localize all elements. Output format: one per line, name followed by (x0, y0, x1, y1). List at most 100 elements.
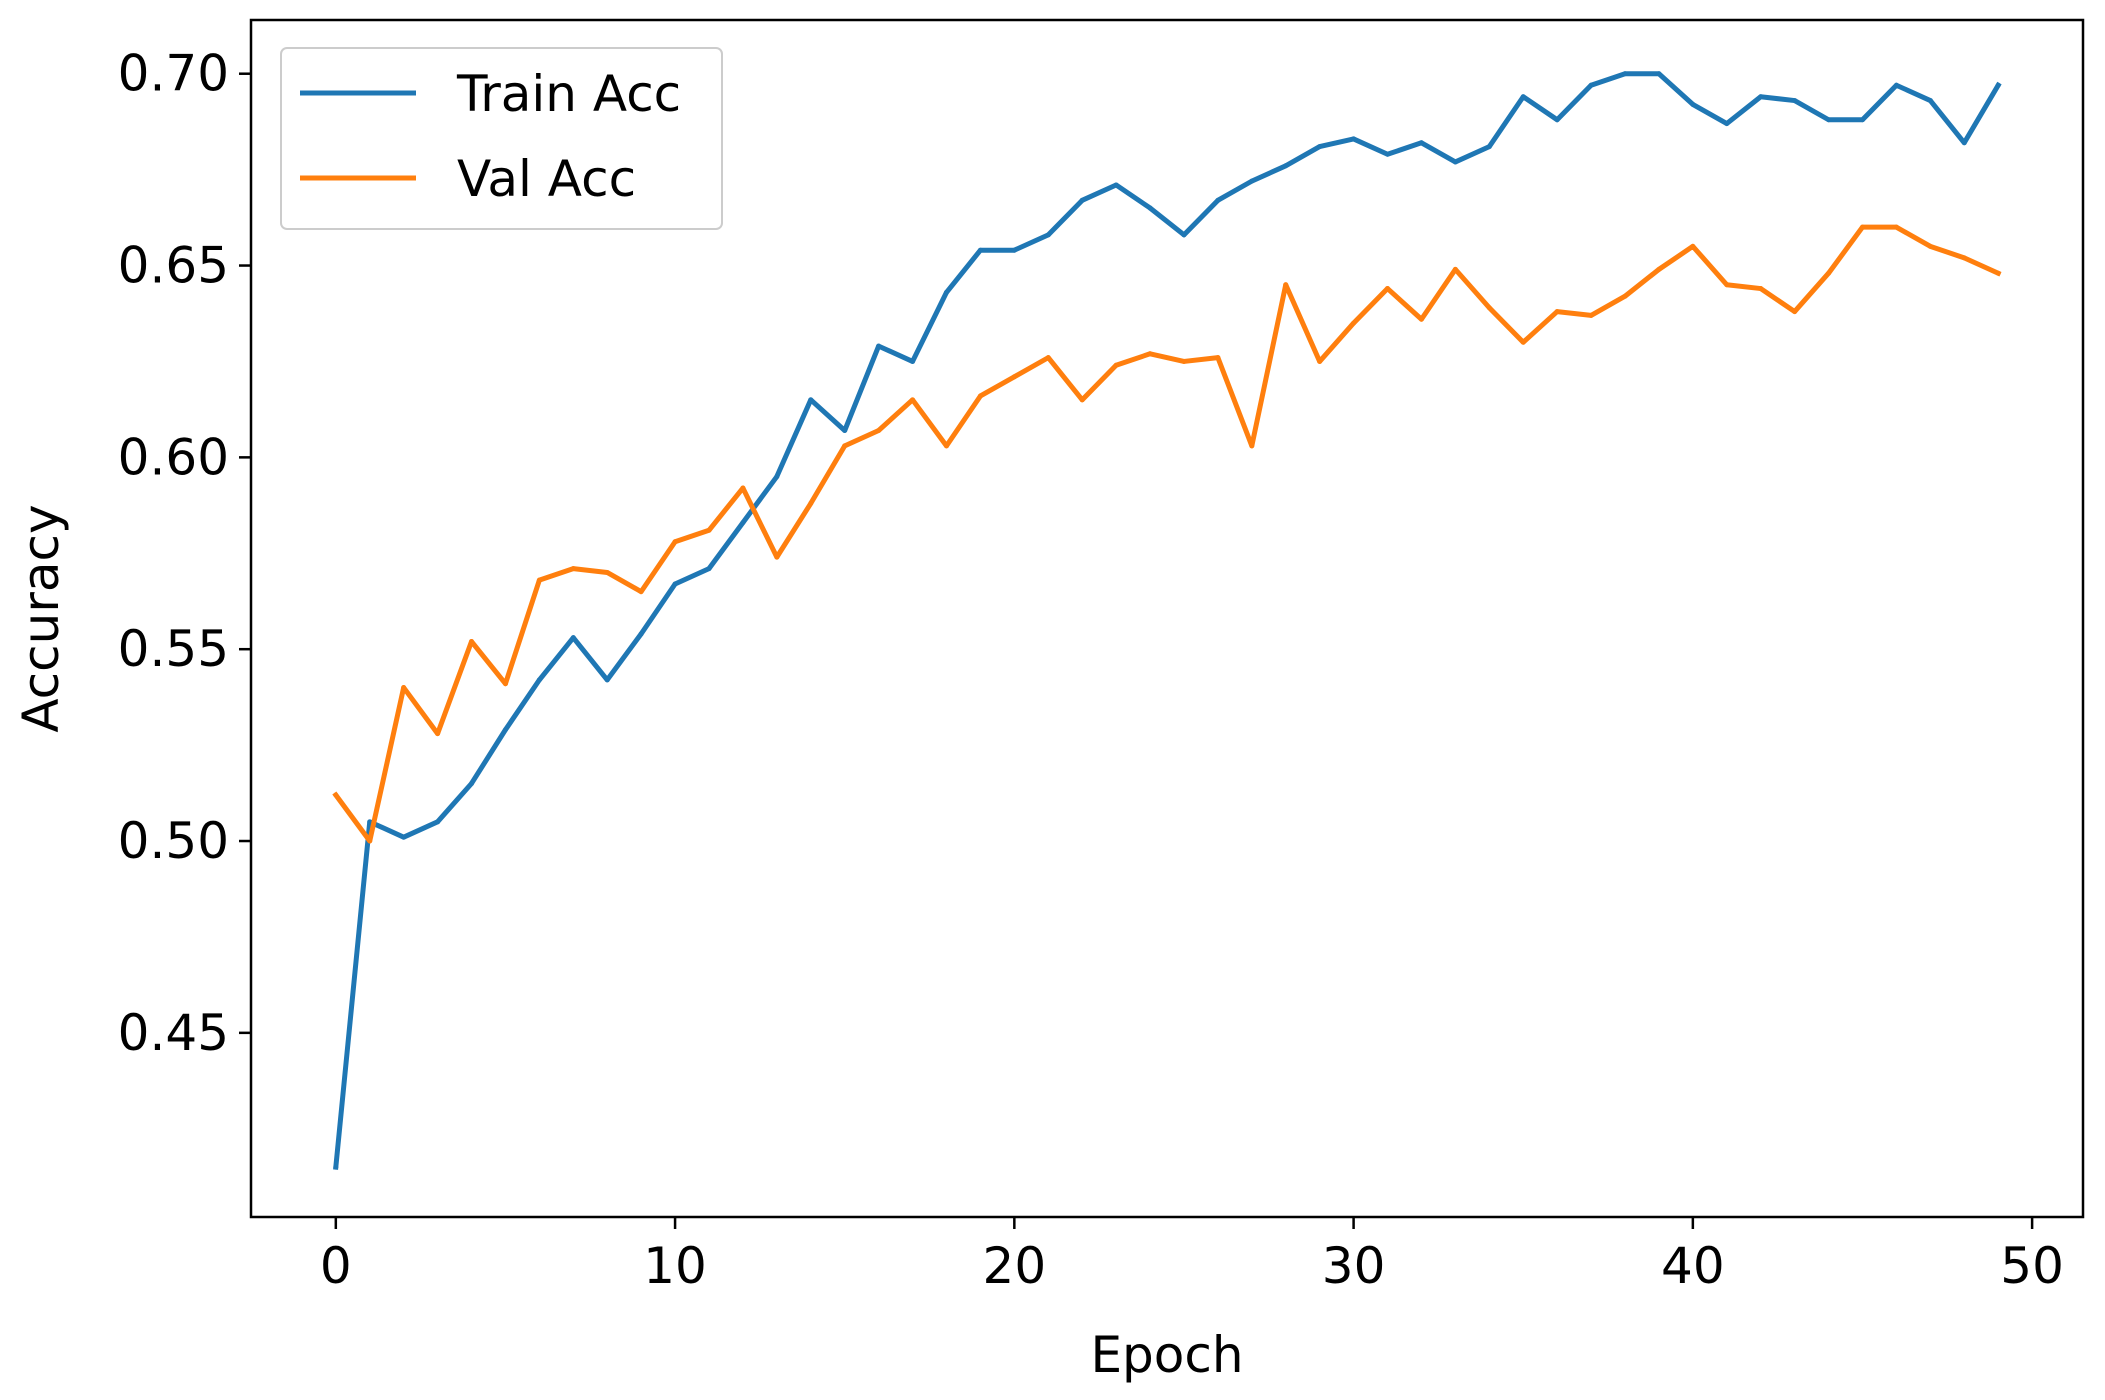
data-point-val-acc (1520, 339, 1526, 345)
data-point-val-acc (638, 589, 644, 595)
x-tick-label: 40 (1661, 1237, 1725, 1295)
data-point-val-acc (1181, 358, 1187, 364)
x-tick-label: 20 (983, 1237, 1047, 1295)
data-point-train-acc (943, 289, 949, 295)
data-point-train-acc (1724, 121, 1730, 127)
y-axis: 0.45 0.50 0.55 0.60 0.65 0.70 (118, 45, 251, 1062)
data-point-val-acc (1554, 309, 1560, 315)
y-tick-label: 0.60 (118, 428, 229, 486)
data-point-train-acc (1147, 205, 1153, 211)
series-line-val-acc (332, 224, 2002, 844)
data-point-train-acc (1554, 117, 1560, 123)
data-point-train-acc (1452, 159, 1458, 165)
data-point-val-acc (1995, 270, 2001, 276)
y-tick-label: 0.70 (118, 45, 229, 103)
data-point-val-acc (1079, 397, 1085, 403)
x-axis: 0 10 20 30 40 50 (320, 1217, 2064, 1295)
series-layer (332, 71, 2002, 1170)
data-point-val-acc (536, 577, 542, 583)
data-point-val-acc (401, 685, 407, 691)
plot-area-frame (249, 18, 2085, 1219)
data-point-train-acc (1995, 82, 2001, 88)
data-point-train-acc (876, 343, 882, 349)
data-point-train-acc (1113, 182, 1119, 188)
data-point-train-acc (1826, 117, 1832, 123)
x-tick-label: 10 (643, 1237, 707, 1295)
data-point-val-acc (1351, 320, 1357, 326)
data-point-val-acc (1656, 266, 1662, 272)
y-tick-label: 0.65 (118, 237, 229, 295)
data-point-val-acc (1588, 312, 1594, 318)
data-point-train-acc (672, 581, 678, 587)
x-tick-label: 30 (1322, 1237, 1386, 1295)
data-point-val-acc (1317, 358, 1323, 364)
data-point-val-acc (570, 566, 576, 572)
legend-label-val-acc: Val Acc (457, 150, 636, 208)
data-point-val-acc (1622, 293, 1628, 299)
data-point-val-acc (1927, 243, 1933, 249)
data-point-train-acc (977, 247, 983, 253)
data-point-train-acc (1961, 140, 1967, 146)
data-point-train-acc (1418, 140, 1424, 146)
data-point-val-acc (706, 527, 712, 533)
data-point-train-acc (1656, 71, 1662, 77)
data-point-val-acc (469, 639, 475, 645)
data-point-train-acc (1520, 94, 1526, 100)
x-tick-label: 0 (320, 1237, 352, 1295)
data-point-val-acc (1452, 266, 1458, 272)
data-point-train-acc (1351, 136, 1357, 142)
data-point-val-acc (1826, 270, 1832, 276)
data-point-val-acc (672, 539, 678, 545)
data-point-train-acc (604, 677, 610, 683)
data-point-val-acc (435, 731, 441, 737)
data-point-train-acc (1011, 247, 1017, 253)
x-tick-label: 50 (2000, 1237, 2064, 1295)
data-point-val-acc (1893, 224, 1899, 230)
data-point-train-acc (774, 474, 780, 480)
data-point-val-acc (1283, 282, 1289, 288)
data-point-train-acc (333, 1164, 339, 1170)
data-point-train-acc (910, 358, 916, 364)
data-point-val-acc (1385, 286, 1391, 292)
data-point-val-acc (1045, 355, 1051, 361)
data-point-val-acc (876, 428, 882, 434)
data-point-train-acc (1215, 197, 1221, 203)
data-point-val-acc (1758, 286, 1764, 292)
data-point-train-acc (536, 677, 542, 683)
y-tick-label: 0.50 (118, 812, 229, 870)
legend-label-train-acc: Train Acc (456, 65, 681, 123)
data-point-val-acc (1147, 351, 1153, 357)
data-point-val-acc (604, 569, 610, 575)
y-tick-label: 0.55 (118, 620, 229, 678)
data-point-train-acc (1385, 151, 1391, 157)
data-point-val-acc (1215, 355, 1221, 361)
data-point-train-acc (469, 780, 475, 786)
data-point-train-acc (1317, 144, 1323, 150)
data-point-val-acc (943, 443, 949, 449)
data-point-val-acc (1690, 243, 1696, 249)
data-point-val-acc (740, 485, 746, 491)
data-point-val-acc (1724, 282, 1730, 288)
data-point-train-acc (1792, 98, 1798, 104)
data-point-val-acc (774, 554, 780, 560)
data-point-val-acc (367, 838, 373, 844)
data-point-train-acc (502, 727, 508, 733)
data-point-val-acc (333, 792, 339, 798)
data-point-train-acc (1893, 82, 1899, 88)
data-point-train-acc (367, 819, 373, 825)
data-point-val-acc (977, 393, 983, 399)
data-point-val-acc (1961, 255, 1967, 261)
y-tick-label: 0.45 (118, 1004, 229, 1062)
x-axis-label: Epoch (1090, 1326, 1243, 1384)
data-point-val-acc (1113, 362, 1119, 368)
data-point-train-acc (706, 566, 712, 572)
data-point-train-acc (1283, 163, 1289, 169)
data-point-train-acc (435, 819, 441, 825)
data-point-val-acc (910, 397, 916, 403)
data-point-train-acc (1045, 232, 1051, 238)
data-point-val-acc (1486, 305, 1492, 311)
series-line-train-acc (333, 71, 2002, 1170)
data-point-val-acc (808, 500, 814, 506)
y-axis-label: Accuracy (12, 504, 70, 732)
